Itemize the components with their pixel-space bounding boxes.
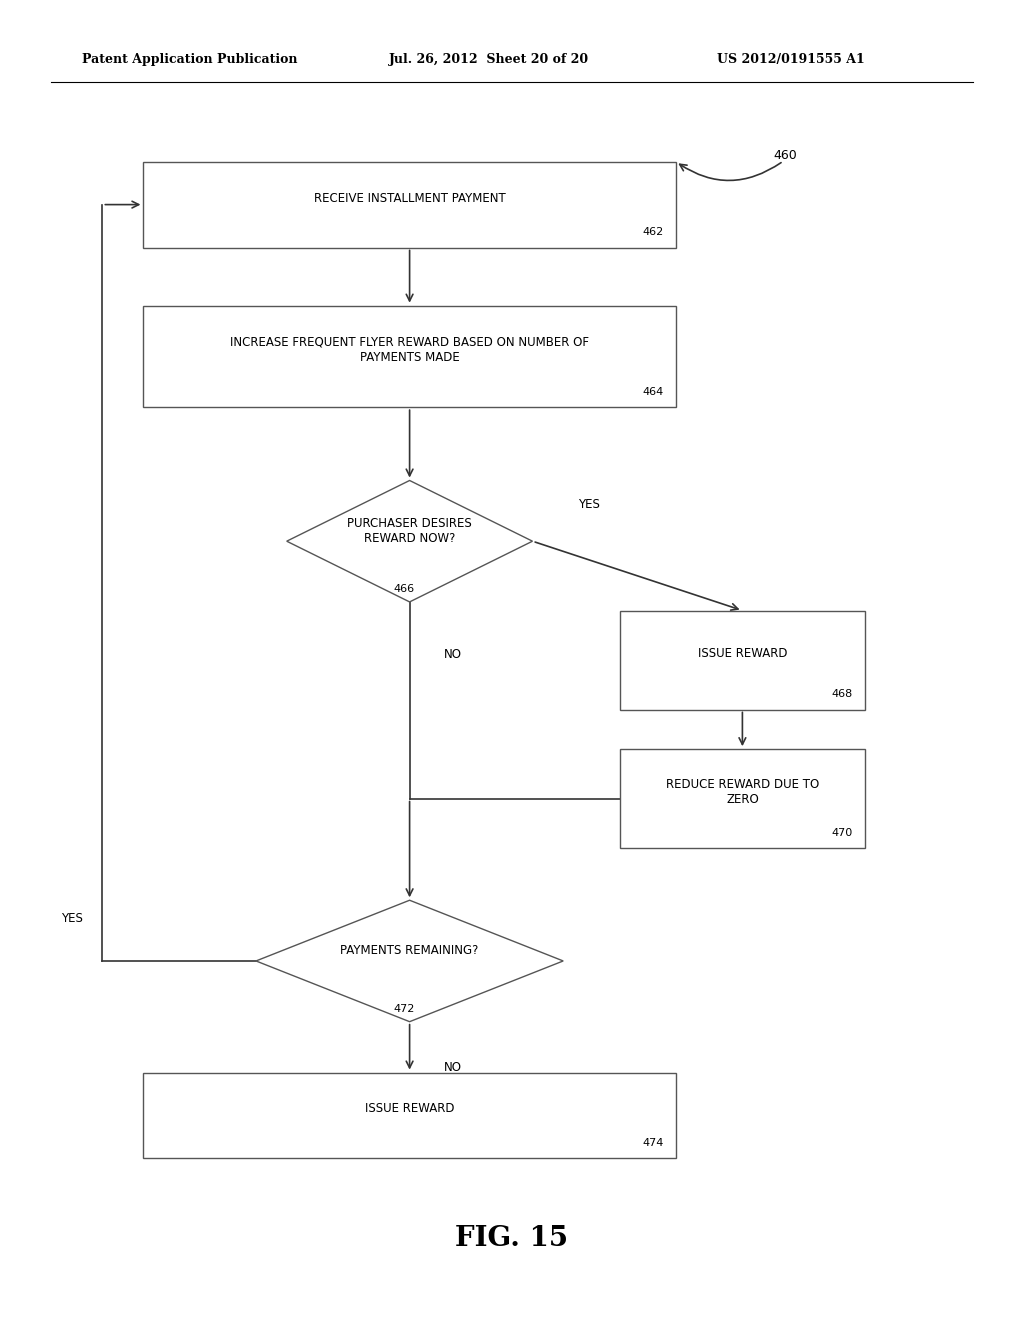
Text: Patent Application Publication: Patent Application Publication: [82, 53, 297, 66]
Text: ISSUE REWARD: ISSUE REWARD: [697, 647, 787, 660]
Text: 468: 468: [831, 689, 853, 700]
Text: 474: 474: [642, 1138, 664, 1147]
Polygon shape: [256, 900, 563, 1022]
FancyBboxPatch shape: [143, 162, 676, 248]
Text: PURCHASER DESIRES
REWARD NOW?: PURCHASER DESIRES REWARD NOW?: [347, 516, 472, 545]
FancyBboxPatch shape: [143, 1072, 676, 1159]
Text: REDUCE REWARD DUE TO
ZERO: REDUCE REWARD DUE TO ZERO: [666, 777, 819, 807]
Text: 462: 462: [642, 227, 664, 238]
Text: US 2012/0191555 A1: US 2012/0191555 A1: [717, 53, 864, 66]
Text: NO: NO: [443, 1061, 462, 1074]
FancyBboxPatch shape: [620, 610, 865, 710]
Text: 466: 466: [394, 583, 415, 594]
Polygon shape: [287, 480, 532, 602]
Text: RECEIVE INSTALLMENT PAYMENT: RECEIVE INSTALLMENT PAYMENT: [313, 191, 506, 205]
Text: 464: 464: [642, 387, 664, 396]
Text: 472: 472: [394, 1003, 415, 1014]
FancyBboxPatch shape: [143, 306, 676, 407]
FancyBboxPatch shape: [620, 748, 865, 847]
Text: PAYMENTS REMAINING?: PAYMENTS REMAINING?: [340, 944, 479, 957]
Text: NO: NO: [443, 648, 462, 661]
Text: 470: 470: [831, 828, 853, 837]
Text: Jul. 26, 2012  Sheet 20 of 20: Jul. 26, 2012 Sheet 20 of 20: [389, 53, 589, 66]
Text: INCREASE FREQUENT FLYER REWARD BASED ON NUMBER OF
PAYMENTS MADE: INCREASE FREQUENT FLYER REWARD BASED ON …: [230, 335, 589, 364]
Text: FIG. 15: FIG. 15: [456, 1225, 568, 1251]
Text: YES: YES: [60, 912, 83, 925]
Text: 460: 460: [773, 149, 797, 162]
Text: YES: YES: [578, 498, 600, 511]
Text: ISSUE REWARD: ISSUE REWARD: [365, 1102, 455, 1115]
